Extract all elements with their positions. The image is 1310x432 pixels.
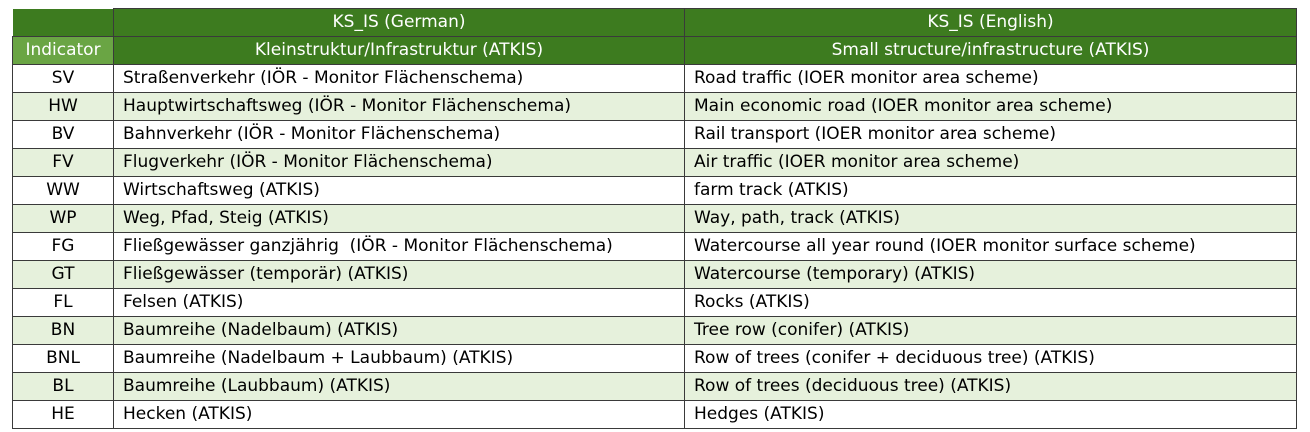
english-cell: Rail transport (IOER monitor area scheme…: [684, 120, 1297, 149]
german-cell: Wirtschaftsweg (ATKIS): [113, 176, 685, 205]
english-cell: Row of trees (deciduous tree) (ATKIS): [684, 372, 1297, 401]
indicator-cell: FV: [12, 148, 114, 177]
table-row: GT Fließgewässer (temporär) (ATKIS) Wate…: [12, 260, 1297, 289]
table-row: BL Baumreihe (Laubbaum) (ATKIS) Row of t…: [12, 372, 1297, 401]
table-row: SV Straßenverkehr (IÖR - Monitor Flächen…: [12, 64, 1297, 93]
table-row: WW Wirtschaftsweg (ATKIS) farm track (AT…: [12, 176, 1297, 205]
english-cell: Hedges (ATKIS): [684, 400, 1297, 429]
table-row: FV Flugverkehr (IÖR - Monitor Flächensch…: [12, 148, 1297, 177]
column-header-indicator: Indicator: [12, 36, 114, 65]
german-cell: Weg, Pfad, Steig (ATKIS): [113, 204, 685, 233]
table-row: HW Hauptwirtschaftsweg (IÖR - Monitor Fl…: [12, 92, 1297, 121]
german-cell: Hauptwirtschaftsweg (IÖR - Monitor Fläch…: [113, 92, 685, 121]
table-row: FG Fließgewässer ganzjährig (IÖR - Monit…: [12, 232, 1297, 261]
column-header-german: Kleinstruktur/Infrastruktur (ATKIS): [113, 36, 685, 65]
table-row: BN Baumreihe (Nadelbaum) (ATKIS) Tree ro…: [12, 316, 1297, 345]
table-row: FL Felsen (ATKIS) Rocks (ATKIS): [12, 288, 1297, 317]
english-cell: Tree row (conifer) (ATKIS): [684, 316, 1297, 345]
indicator-cell: HW: [12, 92, 114, 121]
indicator-cell: SV: [12, 64, 114, 93]
english-cell: Row of trees (conifer + deciduous tree) …: [684, 344, 1297, 373]
indicator-cell: BV: [12, 120, 114, 149]
indicator-cell: FL: [12, 288, 114, 317]
german-cell: Bahnverkehr (IÖR - Monitor Flächenschema…: [113, 120, 685, 149]
indicator-cell: BNL: [12, 344, 114, 373]
german-cell: Fließgewässer (temporär) (ATKIS): [113, 260, 685, 289]
german-cell: Hecken (ATKIS): [113, 400, 685, 429]
german-cell: Baumreihe (Nadelbaum + Laubbaum) (ATKIS): [113, 344, 685, 373]
column-header-english: Small structure/infrastructure (ATKIS): [684, 36, 1297, 65]
english-cell: Air traffic (IOER monitor area scheme): [684, 148, 1297, 177]
english-cell: Watercourse all year round (IOER monitor…: [684, 232, 1297, 261]
english-cell: Road traffic (IOER monitor area scheme): [684, 64, 1297, 93]
table-container: KS_IS (German) KS_IS (English) Indicator…: [12, 8, 1297, 429]
english-cell: Rocks (ATKIS): [684, 288, 1297, 317]
english-cell: Watercourse (temporary) (ATKIS): [684, 260, 1297, 289]
table-row: HE Hecken (ATKIS) Hedges (ATKIS): [12, 400, 1297, 429]
german-cell: Fließgewässer ganzjährig (IÖR - Monitor …: [113, 232, 685, 261]
indicator-cell: HE: [12, 400, 114, 429]
table-row: BNL Baumreihe (Nadelbaum + Laubbaum) (AT…: [12, 344, 1297, 373]
german-cell: Baumreihe (Laubbaum) (ATKIS): [113, 372, 685, 401]
indicator-cell: BL: [12, 372, 114, 401]
table-row: BV Bahnverkehr (IÖR - Monitor Flächensch…: [12, 120, 1297, 149]
indicator-cell: FG: [12, 232, 114, 261]
german-cell: Straßenverkehr (IÖR - Monitor Flächensch…: [113, 64, 685, 93]
group-header-english: KS_IS (English): [684, 8, 1297, 37]
english-cell: farm track (ATKIS): [684, 176, 1297, 205]
german-cell: Felsen (ATKIS): [113, 288, 685, 317]
indicator-cell: WW: [12, 176, 114, 205]
empty-header-cell: [12, 8, 114, 37]
english-cell: Main economic road (IOER monitor area sc…: [684, 92, 1297, 121]
indicator-table: KS_IS (German) KS_IS (English) Indicator…: [12, 8, 1297, 429]
indicator-cell: WP: [12, 204, 114, 233]
group-header-german: KS_IS (German): [113, 8, 685, 37]
column-header-row: Indicator Kleinstruktur/Infrastruktur (A…: [12, 36, 1297, 65]
table-row: WP Weg, Pfad, Steig (ATKIS) Way, path, t…: [12, 204, 1297, 233]
german-cell: Baumreihe (Nadelbaum) (ATKIS): [113, 316, 685, 345]
indicator-cell: GT: [12, 260, 114, 289]
german-cell: Flugverkehr (IÖR - Monitor Flächenschema…: [113, 148, 685, 177]
indicator-cell: BN: [12, 316, 114, 345]
group-header-row: KS_IS (German) KS_IS (English): [12, 8, 1297, 37]
english-cell: Way, path, track (ATKIS): [684, 204, 1297, 233]
